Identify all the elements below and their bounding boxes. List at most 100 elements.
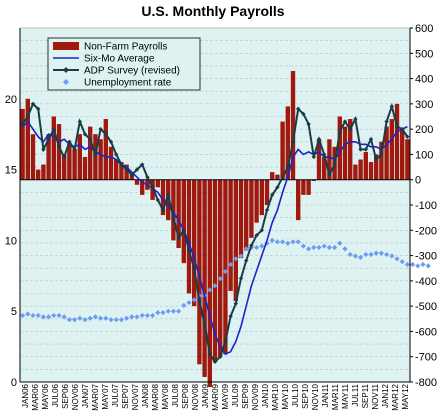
unemployment-point [373,250,379,256]
payroll-bar [374,154,379,180]
adp-point [249,243,254,248]
adp-point [290,139,296,144]
unemployment-point [394,256,400,262]
x-tick-label: SEP06 [61,383,70,408]
payroll-bar [25,98,30,180]
unemployment-point [295,239,301,245]
legend-label: Unemployment rate [84,78,172,89]
unemployment-point [186,300,192,306]
x-tick-label: MAY09 [221,383,230,409]
x-tick-label: JUL07 [111,383,120,407]
payroll-bar [129,174,134,180]
adp-point [275,185,280,190]
adp-point [186,248,192,253]
adp-point [285,164,290,170]
unemployment-point [280,239,286,245]
x-tick-label: JUL10 [291,383,300,407]
adp-point [140,162,145,167]
x-tick-label: MAY11 [341,383,350,409]
adp-point [150,185,155,190]
adp-point [264,207,270,213]
adp-point [311,154,316,160]
x-tick-label: MAY12 [401,383,410,409]
unemployment-point [363,251,369,258]
adp-point [41,147,46,152]
left-tick-label: 15 [5,165,17,177]
payroll-bar [296,179,301,221]
adp-point [322,152,327,157]
unemployment-point [82,317,88,323]
adp-point [228,314,233,319]
payroll-bar [103,119,108,180]
unemployment-point [326,244,332,251]
payroll-bar [327,139,332,180]
payroll-bar [202,179,207,377]
right-tick-label: -300 [415,251,437,263]
x-tick-label: JUL11 [351,383,360,406]
right-tick-label: 500 [415,48,433,60]
legend-label: Non-Farm Payrolls [84,42,167,53]
payroll-bar [140,179,145,195]
x-tick-label: MAR09 [211,383,220,410]
x-tick-label: JAN08 [141,383,150,408]
unemployment-point [254,244,260,251]
unemployment-point [103,315,109,321]
x-tick-label: NOV07 [131,383,140,410]
payroll-bar [88,126,93,180]
unemployment-point [113,317,119,323]
payroll-bar [394,103,400,180]
payroll-bar [56,124,62,180]
adp-point [36,106,41,112]
left-tick-label: 5 [11,306,17,318]
adp-point [379,152,384,157]
adp-point [394,124,400,129]
payroll-bar [353,164,358,180]
payroll-bar [212,179,218,362]
unemployment-point [77,315,83,321]
x-tick-label: SEP08 [181,383,190,408]
adp-point [223,339,228,344]
adp-point [301,111,306,117]
left-tick-label: 10 [5,235,17,247]
right-tick-label: -100 [415,200,437,212]
payroll-bar [77,134,82,180]
adp-point [238,276,244,281]
adp-point [363,147,368,152]
adp-point [384,119,389,124]
adp-point [77,119,82,124]
payroll-bar [280,121,285,180]
adp-point [176,235,181,241]
adp-point [62,154,67,160]
x-tick-label: JUL09 [231,383,240,407]
payroll-bar [98,139,103,180]
x-tick-label: NOV10 [311,383,320,410]
adp-point [51,126,56,132]
adp-point [389,104,394,109]
unemployment-point [259,243,265,249]
x-tick-label: NOV06 [71,383,80,410]
six-month-average-series [22,120,408,356]
x-tick-label: JAN11 [321,383,330,407]
unemployment-point [321,243,327,249]
payroll-bar [270,172,275,180]
right-tick-label: -500 [415,301,437,313]
unemployment-point [108,317,114,323]
x-tick-label: MAY08 [161,383,170,409]
payroll-bar [124,164,129,180]
payroll-bar [176,179,181,248]
payroll-bar [244,179,249,251]
adp-point [207,351,212,357]
x-tick-label: MAR06 [31,383,40,410]
adp-point [254,233,259,238]
x-tick-label: MAY06 [41,383,50,409]
payroll-bar [275,174,280,180]
adp-point [155,197,160,203]
payroll-bar [322,156,327,180]
adp-point [197,298,202,304]
legend-label: ADP Survey (revised) [84,66,180,77]
six-month-average-line [22,120,408,356]
payroll-bar [155,179,160,188]
adp-point [67,139,72,144]
payroll-bar [389,119,394,180]
